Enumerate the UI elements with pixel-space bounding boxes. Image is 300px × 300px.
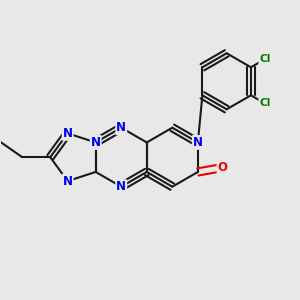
Text: N: N: [193, 136, 203, 149]
Text: N: N: [91, 136, 101, 149]
Text: Cl: Cl: [259, 54, 271, 64]
Text: N: N: [63, 127, 73, 140]
Text: Cl: Cl: [259, 98, 271, 108]
Text: N: N: [63, 175, 73, 188]
Text: N: N: [116, 180, 126, 193]
Text: N: N: [116, 121, 126, 134]
Text: O: O: [218, 161, 228, 174]
